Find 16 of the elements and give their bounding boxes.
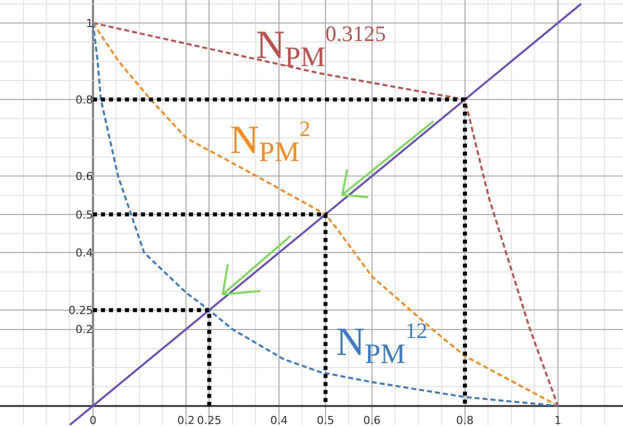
y-tick-label: 1 xyxy=(86,16,93,30)
x-tick-label: 0.2 xyxy=(177,414,195,427)
x-tick-label: 0.4 xyxy=(270,414,288,427)
y-tick-label: 0.25 xyxy=(68,304,93,317)
y-tick-label: 0.2 xyxy=(75,323,93,336)
line-series xyxy=(92,22,559,407)
x-tick-label: 0.5 xyxy=(316,414,334,427)
x-tick-label: 0.6 xyxy=(363,414,381,427)
y-tick-label: 0.4 xyxy=(75,246,93,260)
x-tick-label: 0 xyxy=(89,414,96,427)
x-tick-label: 1 xyxy=(554,414,562,427)
y-tick-label: 0.5 xyxy=(75,208,93,222)
y-tick-label: 0.6 xyxy=(75,170,93,183)
x-tick-label: 0.25 xyxy=(196,414,222,427)
y-tick-label: 0.8 xyxy=(75,93,93,106)
x-tick-label: 0.8 xyxy=(456,414,474,427)
